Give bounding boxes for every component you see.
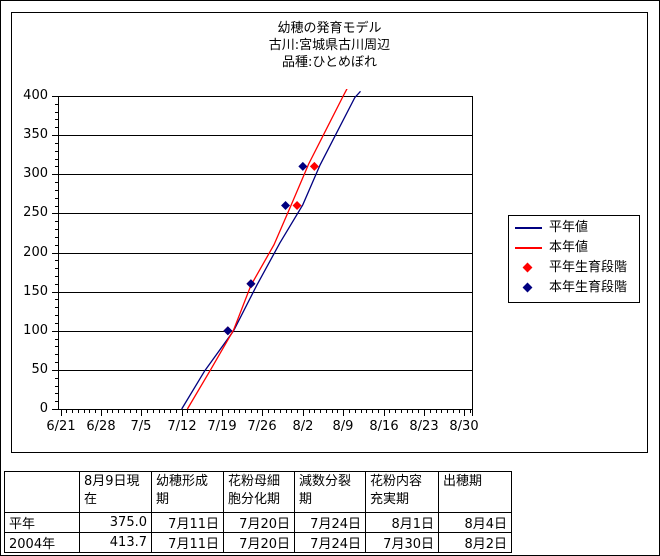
plot-area: [52, 89, 473, 416]
x-tick-label: 8/2: [292, 419, 314, 434]
table-row-label: 2004年: [4, 532, 80, 553]
table-cell: 7月11日: [151, 512, 224, 533]
table-cell: 375.0: [79, 512, 152, 533]
normal-year-line-swatch: [515, 227, 542, 229]
x-tick-label: 8/16: [369, 419, 399, 434]
x-tick-label: 7/26: [247, 419, 277, 434]
current-year-stage-swatch: [522, 282, 533, 293]
x-tick-label: 8/23: [409, 419, 439, 434]
x-tick-label: 7/5: [130, 419, 152, 434]
legend-label: 平年値: [549, 220, 589, 235]
legend-item-current-year-stage: 本年生育段階: [509, 278, 639, 298]
table-cell: 7月24日: [294, 532, 366, 553]
x-tick-label: 8/9: [332, 419, 354, 434]
table-cell: 7月20日: [223, 532, 295, 553]
table-header-cell: 出穂期: [438, 471, 512, 513]
x-tick-label: 7/12: [167, 419, 197, 434]
table-header-row: 8月9日現在 幼穂形成期 花粉母細胞分化期 減数分裂期 花粉内容充実期 出穂期: [4, 471, 512, 513]
chart-title-line3: 品種:ひとめぼれ: [282, 55, 377, 70]
legend-label: 本年値: [549, 240, 589, 255]
chart-title-line2: 古川:宮城県古川周辺: [268, 38, 391, 53]
table-cell: 8月4日: [438, 512, 512, 533]
legend-item-normal-year-stage: 平年生育段階: [509, 258, 639, 278]
table-header-cell: 減数分裂期: [294, 471, 366, 513]
table-row: 2004年 413.7 7月11日 7月20日 7月24日 7月30日 8月2日: [4, 532, 512, 553]
table-cell: 7月11日: [151, 532, 224, 553]
table-header-cell: 幼穂形成期: [151, 471, 224, 513]
table-cell: 7月30日: [365, 532, 439, 553]
x-tick-label: 8/30: [449, 419, 479, 434]
y-tick-label: 0: [39, 401, 48, 416]
normal-year-stage-swatch: [522, 262, 533, 273]
table-row-label: 平年: [4, 512, 80, 533]
y-tick-label: 350: [23, 127, 48, 142]
chart-title: 幼穂の発育モデル 古川:宮城県古川周辺 品種:ひとめぼれ: [12, 20, 647, 71]
chart-title-line1: 幼穂の発育モデル: [277, 21, 382, 36]
table-header-cell: 花粉内容充実期: [365, 471, 439, 513]
legend: 平年値 本年値 平年生育段階 本年生育段階: [508, 215, 640, 303]
table-cell: 8月1日: [365, 512, 439, 533]
y-tick-label: 400: [23, 88, 48, 103]
x-tick-label: 6/21: [46, 419, 76, 434]
table-header-cell: 花粉母細胞分化期: [223, 471, 295, 513]
table-cell: 413.7: [79, 532, 152, 553]
table-cell: 7月24日: [294, 512, 366, 533]
table-cell: 7月20日: [223, 512, 295, 533]
current-year-line: [186, 89, 348, 410]
y-tick-label: 50: [31, 362, 48, 377]
growth-stage-table: 8月9日現在 幼穂形成期 花粉母細胞分化期 減数分裂期 花粉内容充実期 出穂期 平年 375.…: [4, 471, 512, 553]
y-tick-label: 150: [23, 284, 48, 299]
current-year-stage-markers: [223, 161, 308, 336]
y-tick-label: 250: [23, 205, 48, 220]
y-tick-label: 300: [23, 166, 48, 181]
table-row: 平年 375.0 7月11日 7月20日 7月24日 8月1日 8月4日: [4, 512, 512, 533]
legend-item-normal-year-line: 平年値: [509, 218, 639, 238]
table-cell: 8月2日: [438, 532, 512, 553]
legend-label: 平年生育段階: [549, 260, 628, 275]
x-tick-label: 6/28: [86, 419, 116, 434]
table-header-cell: [4, 471, 80, 513]
legend-item-current-year-line: 本年値: [509, 238, 639, 258]
current-year-line-swatch: [515, 247, 542, 249]
x-tick-label: 7/19: [207, 419, 237, 434]
axes-and-grid: [52, 96, 473, 416]
normal-year-line: [181, 90, 361, 410]
legend-label: 本年生育段階: [549, 280, 628, 295]
y-tick-label: 100: [23, 323, 48, 338]
y-tick-label: 200: [23, 245, 48, 260]
table-header-cell: 8月9日現在: [79, 471, 152, 513]
